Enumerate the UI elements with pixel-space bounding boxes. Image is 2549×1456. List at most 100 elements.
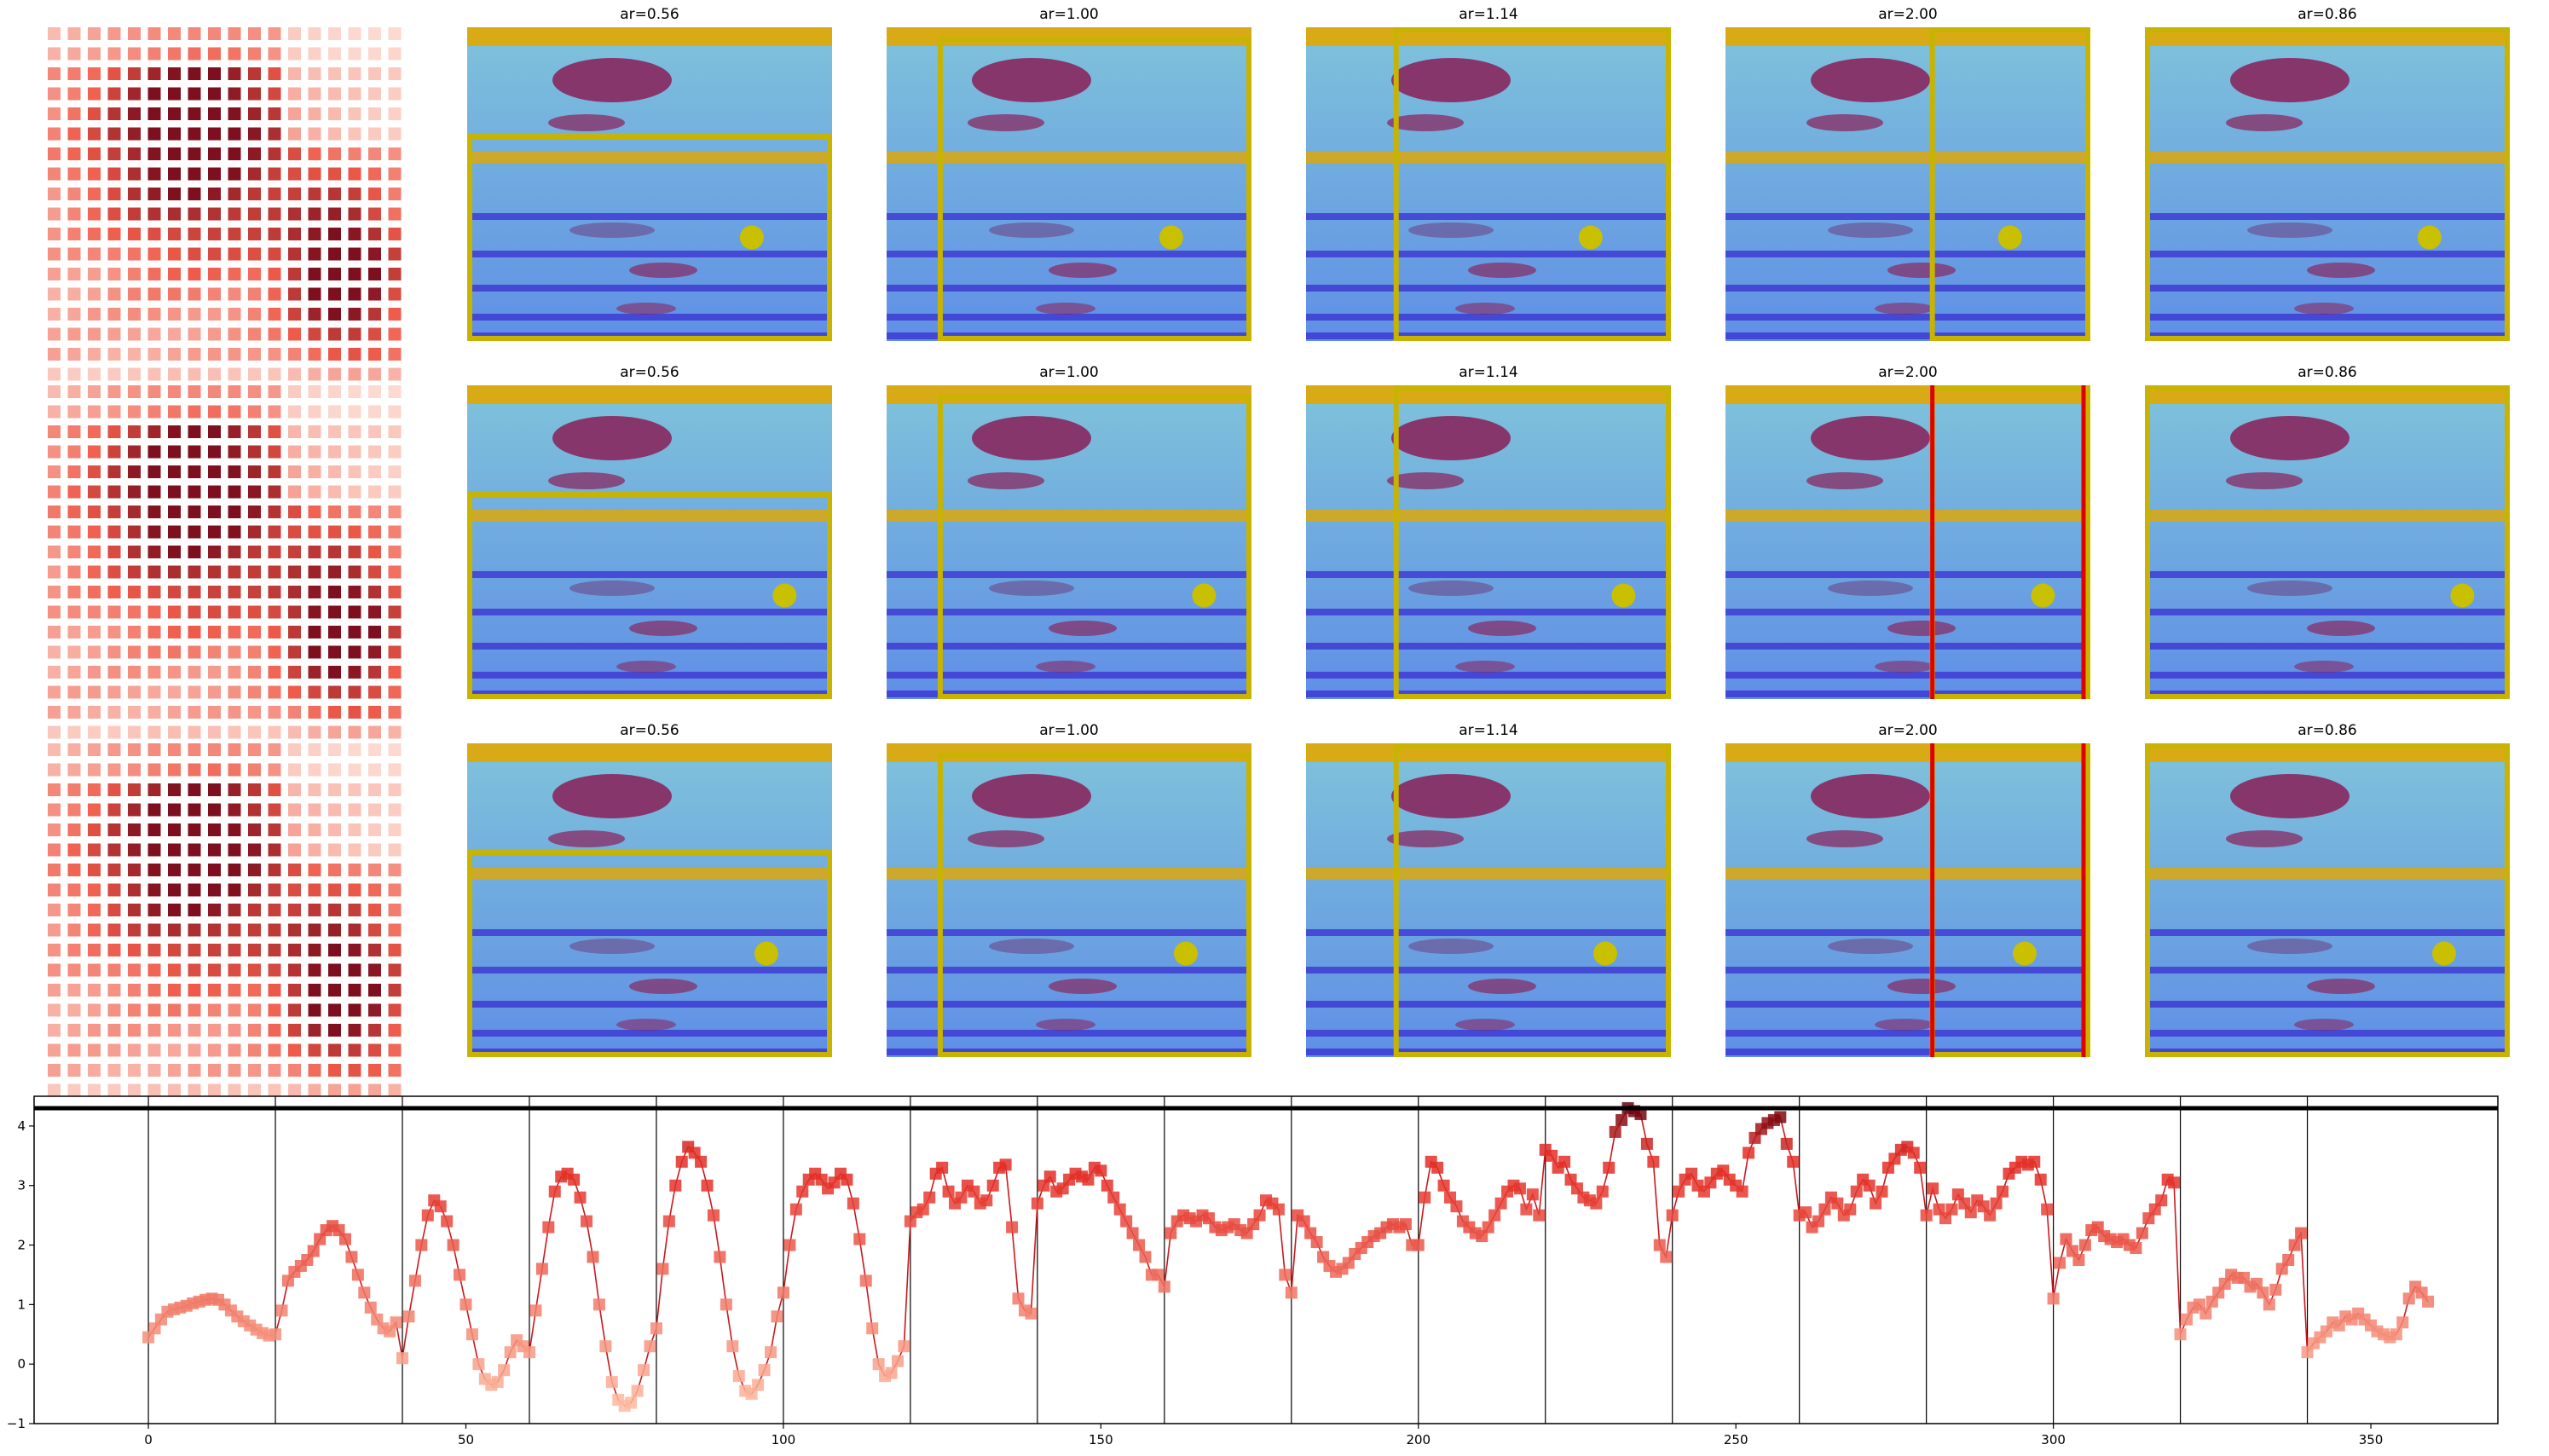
heatmap-cell bbox=[328, 725, 341, 739]
heatmap-cell bbox=[348, 883, 361, 897]
heatmap-cell bbox=[128, 485, 141, 499]
heatmap-cell bbox=[48, 783, 61, 796]
data-point bbox=[2422, 1295, 2435, 1308]
heatmap-cell bbox=[288, 565, 301, 579]
heatmap-cell bbox=[288, 287, 301, 301]
heatmap-cell bbox=[288, 27, 301, 40]
heatmap-cell bbox=[107, 626, 121, 638]
heatmap-cell bbox=[168, 485, 181, 499]
heatmap-cell bbox=[248, 107, 261, 120]
heatmap-cell bbox=[388, 904, 402, 916]
heatmap-cell bbox=[188, 308, 201, 321]
data-point bbox=[650, 1322, 662, 1335]
heatmap-cell bbox=[328, 268, 341, 280]
data-point bbox=[1870, 1197, 1882, 1210]
heatmap-cell bbox=[268, 385, 281, 398]
heatmap-cell bbox=[208, 465, 221, 478]
heatmap-cell bbox=[147, 923, 161, 937]
heatmap-cell bbox=[208, 864, 221, 876]
heatmap-cell bbox=[88, 506, 101, 518]
heatmap-cell bbox=[288, 385, 301, 398]
data-point bbox=[1997, 1185, 2009, 1198]
heatmap-cell bbox=[107, 207, 121, 221]
heatmap-cell bbox=[147, 147, 161, 160]
heatmap-cell bbox=[147, 485, 161, 499]
heatmap-cell bbox=[288, 525, 301, 539]
heatmap-cell bbox=[248, 883, 261, 897]
heatmap-cell bbox=[268, 864, 281, 876]
heatmap-cell bbox=[368, 207, 381, 221]
heatmap-cell bbox=[188, 127, 201, 141]
data-point bbox=[1945, 1203, 1958, 1216]
heatmap-cell bbox=[67, 207, 81, 221]
heatmap-cell bbox=[228, 725, 241, 739]
heatmap-cell bbox=[147, 27, 161, 40]
heatmap-cell bbox=[147, 506, 161, 518]
heatmap-cell bbox=[48, 47, 61, 61]
heatmap-cell bbox=[368, 843, 381, 857]
heatmap-cell bbox=[268, 405, 281, 419]
heatmap-cell bbox=[48, 546, 61, 558]
heatmap-cell bbox=[348, 127, 361, 141]
pool-panel: ar=1.00 bbox=[887, 364, 1252, 699]
heatmap-cell bbox=[208, 763, 221, 777]
heatmap-cell bbox=[308, 944, 321, 956]
heatmap-cell bbox=[67, 666, 81, 679]
heatmap-cell bbox=[248, 247, 261, 261]
heatmap-cell bbox=[368, 67, 381, 80]
heatmap-cell bbox=[67, 725, 81, 739]
data-point bbox=[364, 1301, 377, 1314]
heatmap-cell bbox=[228, 605, 241, 619]
heatmap-cell bbox=[107, 843, 121, 857]
data-point bbox=[859, 1274, 872, 1287]
data-point bbox=[1831, 1197, 1844, 1210]
heatmap-cell bbox=[147, 963, 161, 977]
heatmap-cell bbox=[268, 425, 281, 438]
data-point bbox=[2078, 1239, 2091, 1251]
heatmap-cell bbox=[228, 207, 241, 221]
heatmap-cell bbox=[188, 506, 201, 518]
heatmap-cell bbox=[107, 963, 121, 977]
bounding-box bbox=[937, 753, 1252, 1057]
heatmap-cell bbox=[88, 984, 101, 997]
heatmap-cell bbox=[328, 546, 341, 558]
heatmap-cell bbox=[368, 47, 381, 61]
heatmap-cell bbox=[67, 626, 81, 638]
data-point bbox=[396, 1352, 409, 1365]
data-point bbox=[2034, 1173, 2047, 1186]
data-point bbox=[1990, 1197, 2003, 1210]
heatmap-cell bbox=[388, 445, 402, 459]
heatmap-cell bbox=[168, 626, 181, 638]
heatmap-cell bbox=[328, 1043, 341, 1057]
heatmap-cell bbox=[348, 763, 361, 777]
heatmap-cell bbox=[228, 47, 241, 61]
heatmap-cell bbox=[107, 605, 121, 619]
bounding-box bbox=[1393, 743, 1671, 1057]
heatmap-cell bbox=[328, 743, 341, 756]
heatmap-cell bbox=[67, 685, 81, 699]
heatmap-cell bbox=[168, 308, 181, 321]
swimming-pool-photo bbox=[887, 743, 1251, 1057]
heatmap-cell bbox=[248, 506, 261, 518]
heatmap-cell bbox=[147, 385, 161, 398]
heatmap-cell bbox=[348, 645, 361, 659]
heatmap-cell bbox=[48, 207, 61, 221]
heatmap-cell bbox=[128, 645, 141, 659]
panel-title: ar=1.14 bbox=[1459, 722, 1518, 739]
heatmap-cell bbox=[168, 107, 181, 120]
heatmap-cell bbox=[388, 268, 402, 280]
heatmap-cell bbox=[328, 823, 341, 836]
heatmap-cell bbox=[388, 883, 402, 897]
panel-title: ar=0.56 bbox=[620, 364, 679, 381]
heatmap-cell bbox=[388, 923, 402, 937]
bounding-box bbox=[2145, 743, 2510, 1057]
heatmap-cell bbox=[67, 27, 81, 40]
heatmap-cell bbox=[188, 763, 201, 777]
heatmap-cell bbox=[348, 445, 361, 459]
heatmap-cell bbox=[308, 506, 321, 518]
heatmap-cell bbox=[128, 763, 141, 777]
heatmap-cell bbox=[228, 883, 241, 897]
heatmap-cell bbox=[328, 803, 341, 817]
heatmap-cell bbox=[48, 327, 61, 341]
data-point bbox=[789, 1203, 802, 1216]
